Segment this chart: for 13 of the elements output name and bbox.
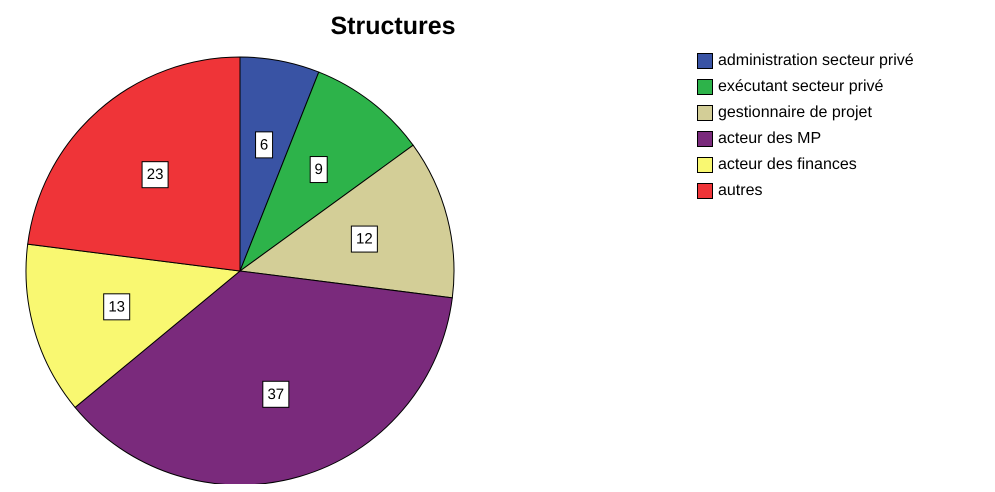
chart-title: Structures bbox=[329, 12, 457, 41]
legend-label: acteur des MP bbox=[718, 129, 822, 149]
data-label: 9 bbox=[314, 161, 323, 178]
data-label: 13 bbox=[108, 298, 126, 316]
legend-label: administration secteur privé bbox=[718, 51, 914, 71]
data-label: 6 bbox=[260, 136, 268, 154]
data-label: 12 bbox=[356, 230, 373, 248]
legend-label: acteur des finances bbox=[718, 155, 857, 175]
legend-label: exécutant secteur privé bbox=[718, 77, 884, 97]
legend-label: gestionnaire de projet bbox=[718, 103, 872, 123]
data-label: 23 bbox=[146, 166, 164, 184]
data-label: 37 bbox=[267, 386, 284, 403]
legend-label: autres bbox=[718, 181, 762, 201]
